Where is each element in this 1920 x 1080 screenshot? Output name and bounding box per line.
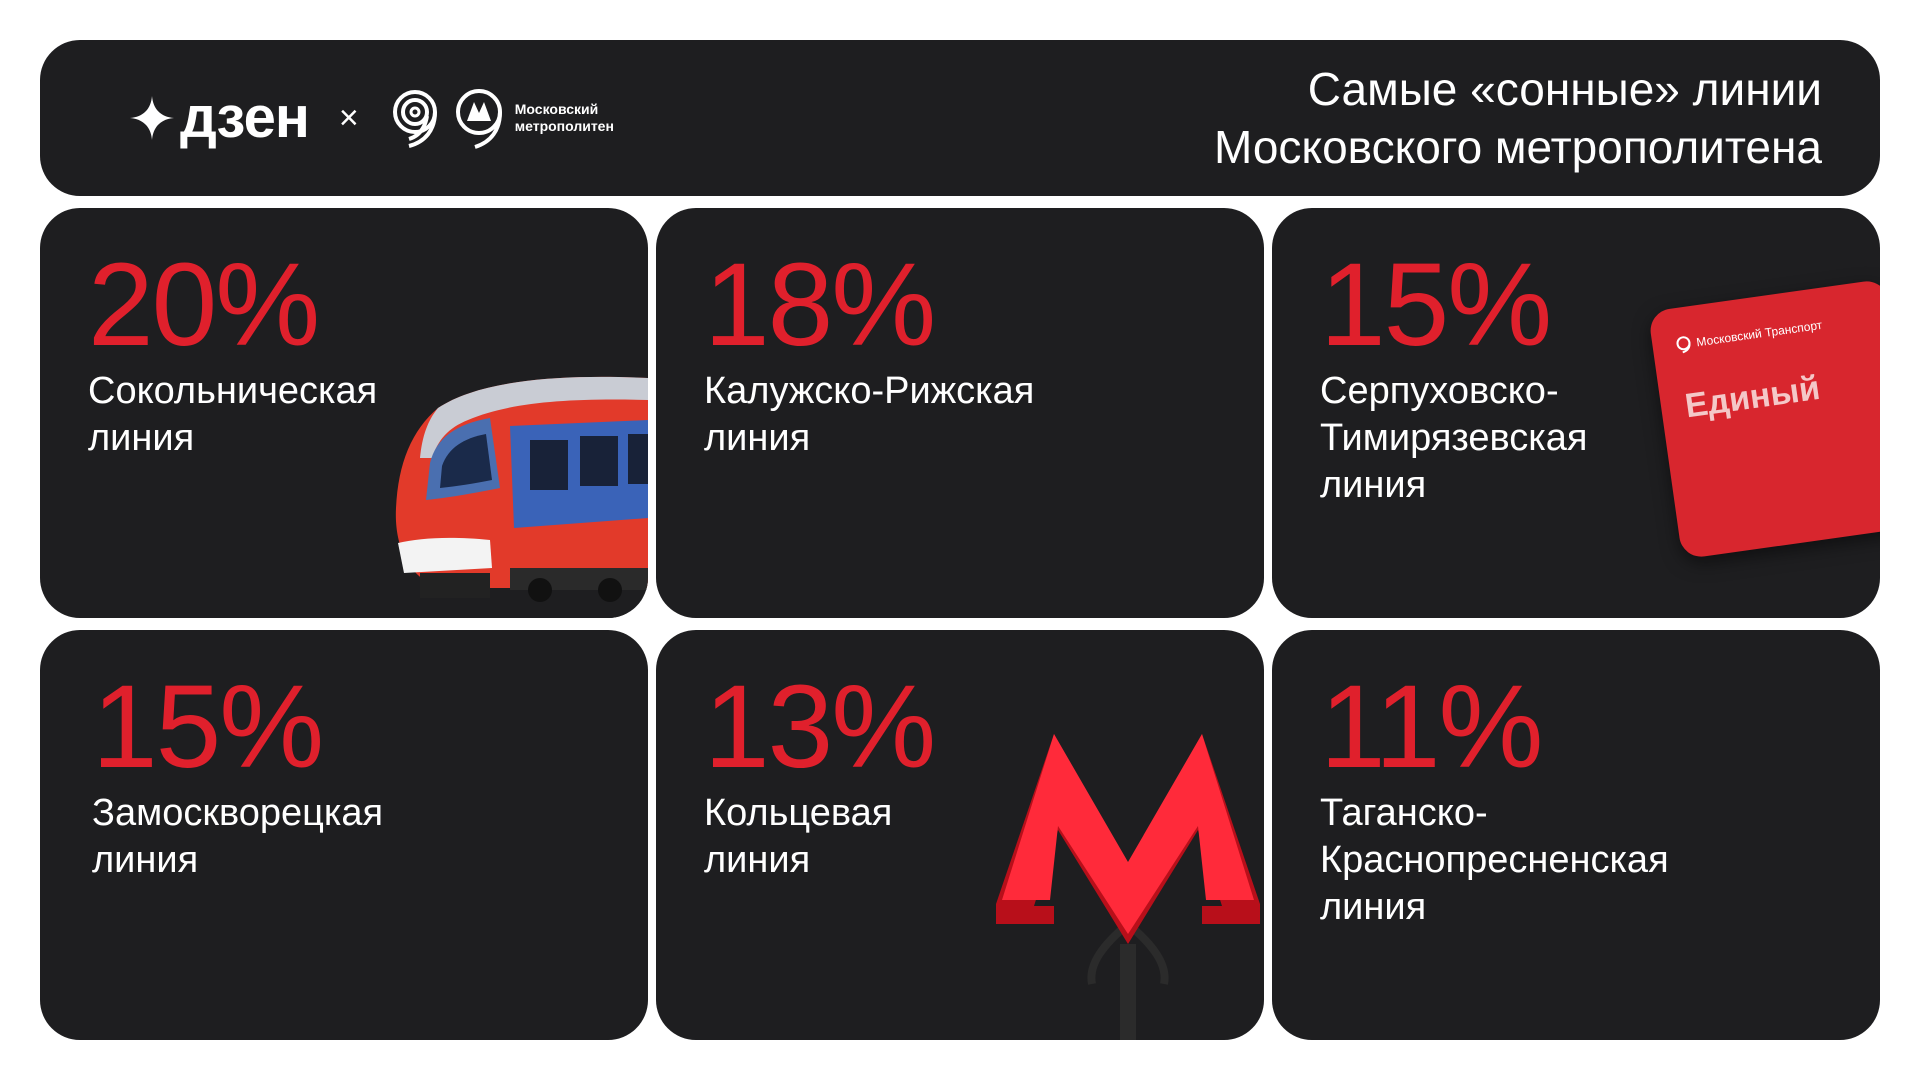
nine-logo-icon (392, 90, 437, 148)
percent-value: 11% (1320, 661, 1543, 793)
percent-value: 13% (704, 661, 936, 793)
title-line2: Московского метрополитена (1214, 121, 1822, 173)
line-name-part2: Тимирязевская (1320, 417, 1588, 459)
dzen-star-icon (130, 96, 174, 140)
line-card-sokolnicheskaya: 20% Сокольническая линия (40, 208, 648, 618)
title-line1: Самые «сонные» линии (1307, 63, 1822, 115)
header-banner: дзен × Московский метрополитен Самые «со… (40, 40, 1880, 196)
line-name: Замоскворецкая линия (92, 790, 383, 884)
dzen-brand-text: дзен (180, 85, 310, 150)
line-name: Калужско-Рижская линия (704, 368, 1034, 462)
metro-m-sign-image (996, 734, 1260, 1040)
line-name-part3: линия (1320, 886, 1427, 928)
metro-name: Московский метрополитен (515, 101, 614, 135)
line-name: Таганско- Краснопресненская линия (1320, 790, 1669, 931)
line-name-part1: Серпуховско- (1320, 370, 1559, 412)
line-card-kaluzhsko-rizhskaya: 18% Калужско-Рижская линия (656, 208, 1264, 618)
line-name-part2: линия (88, 417, 195, 459)
line-name: Серпуховско- Тимирязевская линия (1320, 368, 1587, 509)
train-image (390, 376, 648, 618)
line-name-part1: Замоскворецкая (92, 792, 384, 834)
line-name-part2: линия (704, 417, 811, 459)
line-name-part2: линия (704, 839, 811, 881)
line-name: Кольцевая линия (704, 790, 892, 884)
line-name-part1: Таганско- (1320, 792, 1488, 834)
page-title: Самые «сонные» линии Московского метропо… (1214, 60, 1822, 176)
percent-value: 20% (88, 239, 320, 371)
troika-label: Единый (1682, 368, 1823, 426)
line-card-koltsevaya: 13% Кольцевая линия (656, 630, 1264, 1040)
line-name-part1: Сокольническая (88, 370, 378, 412)
troika-card-image: Московский Транспорт Единый (1647, 278, 1880, 560)
troika-brand: Московский Транспорт (1673, 316, 1823, 355)
metro-name-line2: метрополитен (514, 118, 614, 134)
nine-logo-small-icon (1676, 336, 1691, 354)
percent-value: 18% (704, 239, 936, 371)
line-name-part1: Калужско-Рижская (704, 370, 1035, 412)
metro-name-line1: Московский (514, 101, 599, 117)
line-name-part2: линия (92, 839, 199, 881)
brand-logos: дзен × Московский метрополитен (130, 40, 614, 196)
collab-separator: × (338, 99, 359, 137)
line-name-part3: линия (1320, 464, 1427, 506)
percent-value: 15% (1320, 239, 1552, 371)
dzen-logo: дзен (130, 85, 310, 150)
line-card-serpukhovsko-timiryazevskaya: 15% Серпуховско- Тимирязевская линия Мос… (1272, 208, 1880, 618)
line-card-tagansko-krasnopresnenskaya: 11% Таганско- Краснопресненская линия (1272, 630, 1880, 1040)
line-name-part1: Кольцевая (704, 792, 893, 834)
line-name-part2: Краснопресненская (1320, 839, 1669, 881)
percent-value: 15% (92, 661, 324, 793)
troika-brand-text: Московский Транспорт (1695, 317, 1824, 350)
line-card-zamoskvoretskaya: 15% Замоскворецкая линия (40, 630, 648, 1040)
line-name: Сокольническая линия (88, 368, 377, 462)
metro-logo-icon (455, 89, 502, 149)
